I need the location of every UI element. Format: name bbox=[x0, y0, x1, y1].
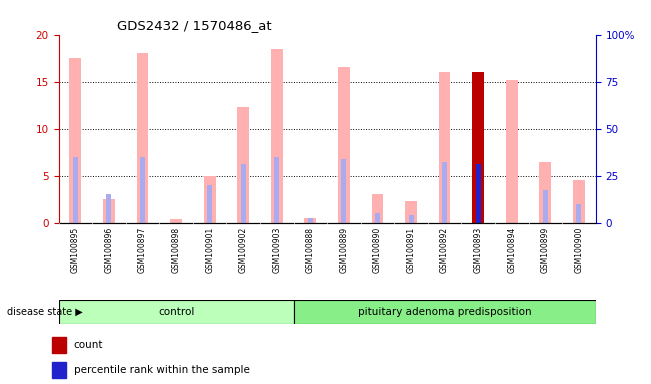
Text: GDS2432 / 1570486_at: GDS2432 / 1570486_at bbox=[117, 19, 272, 32]
Bar bbox=[540, 162, 551, 223]
Bar bbox=[476, 164, 480, 223]
Bar bbox=[473, 72, 484, 223]
Text: GSM100903: GSM100903 bbox=[272, 227, 281, 273]
Bar bbox=[338, 68, 350, 223]
Text: GSM100892: GSM100892 bbox=[440, 227, 449, 273]
Bar bbox=[442, 162, 447, 223]
Text: GSM100895: GSM100895 bbox=[71, 227, 80, 273]
Bar bbox=[372, 195, 383, 223]
Bar bbox=[274, 157, 279, 223]
Bar bbox=[52, 337, 66, 353]
Bar bbox=[506, 80, 518, 223]
Bar bbox=[305, 218, 316, 223]
Bar bbox=[73, 157, 78, 223]
Bar bbox=[476, 164, 480, 223]
Text: GSM100898: GSM100898 bbox=[172, 227, 180, 273]
Bar bbox=[241, 164, 245, 223]
Bar bbox=[103, 199, 115, 223]
Bar bbox=[52, 362, 66, 377]
Text: GSM100891: GSM100891 bbox=[406, 227, 415, 273]
Bar bbox=[543, 190, 548, 223]
Text: GSM100899: GSM100899 bbox=[541, 227, 550, 273]
Bar bbox=[140, 157, 145, 223]
Bar bbox=[409, 215, 413, 223]
Bar bbox=[405, 201, 417, 223]
Bar bbox=[576, 204, 581, 223]
Bar bbox=[271, 49, 283, 223]
Bar bbox=[308, 218, 313, 223]
Bar bbox=[341, 159, 346, 223]
Bar bbox=[238, 107, 249, 223]
Text: control: control bbox=[158, 307, 194, 317]
Text: GSM100894: GSM100894 bbox=[507, 227, 516, 273]
Text: GSM100888: GSM100888 bbox=[306, 227, 315, 273]
Text: pituitary adenoma predisposition: pituitary adenoma predisposition bbox=[358, 307, 531, 317]
Bar bbox=[207, 185, 212, 223]
Text: GSM100900: GSM100900 bbox=[574, 227, 583, 273]
Bar bbox=[70, 58, 81, 223]
FancyBboxPatch shape bbox=[59, 300, 294, 324]
Text: GSM100889: GSM100889 bbox=[339, 227, 348, 273]
Text: GSM100901: GSM100901 bbox=[205, 227, 214, 273]
FancyBboxPatch shape bbox=[294, 300, 596, 324]
Bar bbox=[137, 53, 148, 223]
Bar bbox=[170, 219, 182, 223]
Text: GSM100890: GSM100890 bbox=[373, 227, 382, 273]
Text: GSM100893: GSM100893 bbox=[474, 227, 482, 273]
Text: GSM100897: GSM100897 bbox=[138, 227, 147, 273]
Text: disease state ▶: disease state ▶ bbox=[7, 307, 82, 317]
Bar bbox=[375, 214, 380, 223]
Text: percentile rank within the sample: percentile rank within the sample bbox=[74, 364, 250, 375]
Bar bbox=[573, 180, 585, 223]
Text: GSM100902: GSM100902 bbox=[239, 227, 248, 273]
Bar bbox=[204, 176, 215, 223]
Text: count: count bbox=[74, 339, 104, 350]
Bar bbox=[439, 72, 450, 223]
Text: GSM100896: GSM100896 bbox=[104, 227, 113, 273]
Bar bbox=[106, 195, 111, 223]
